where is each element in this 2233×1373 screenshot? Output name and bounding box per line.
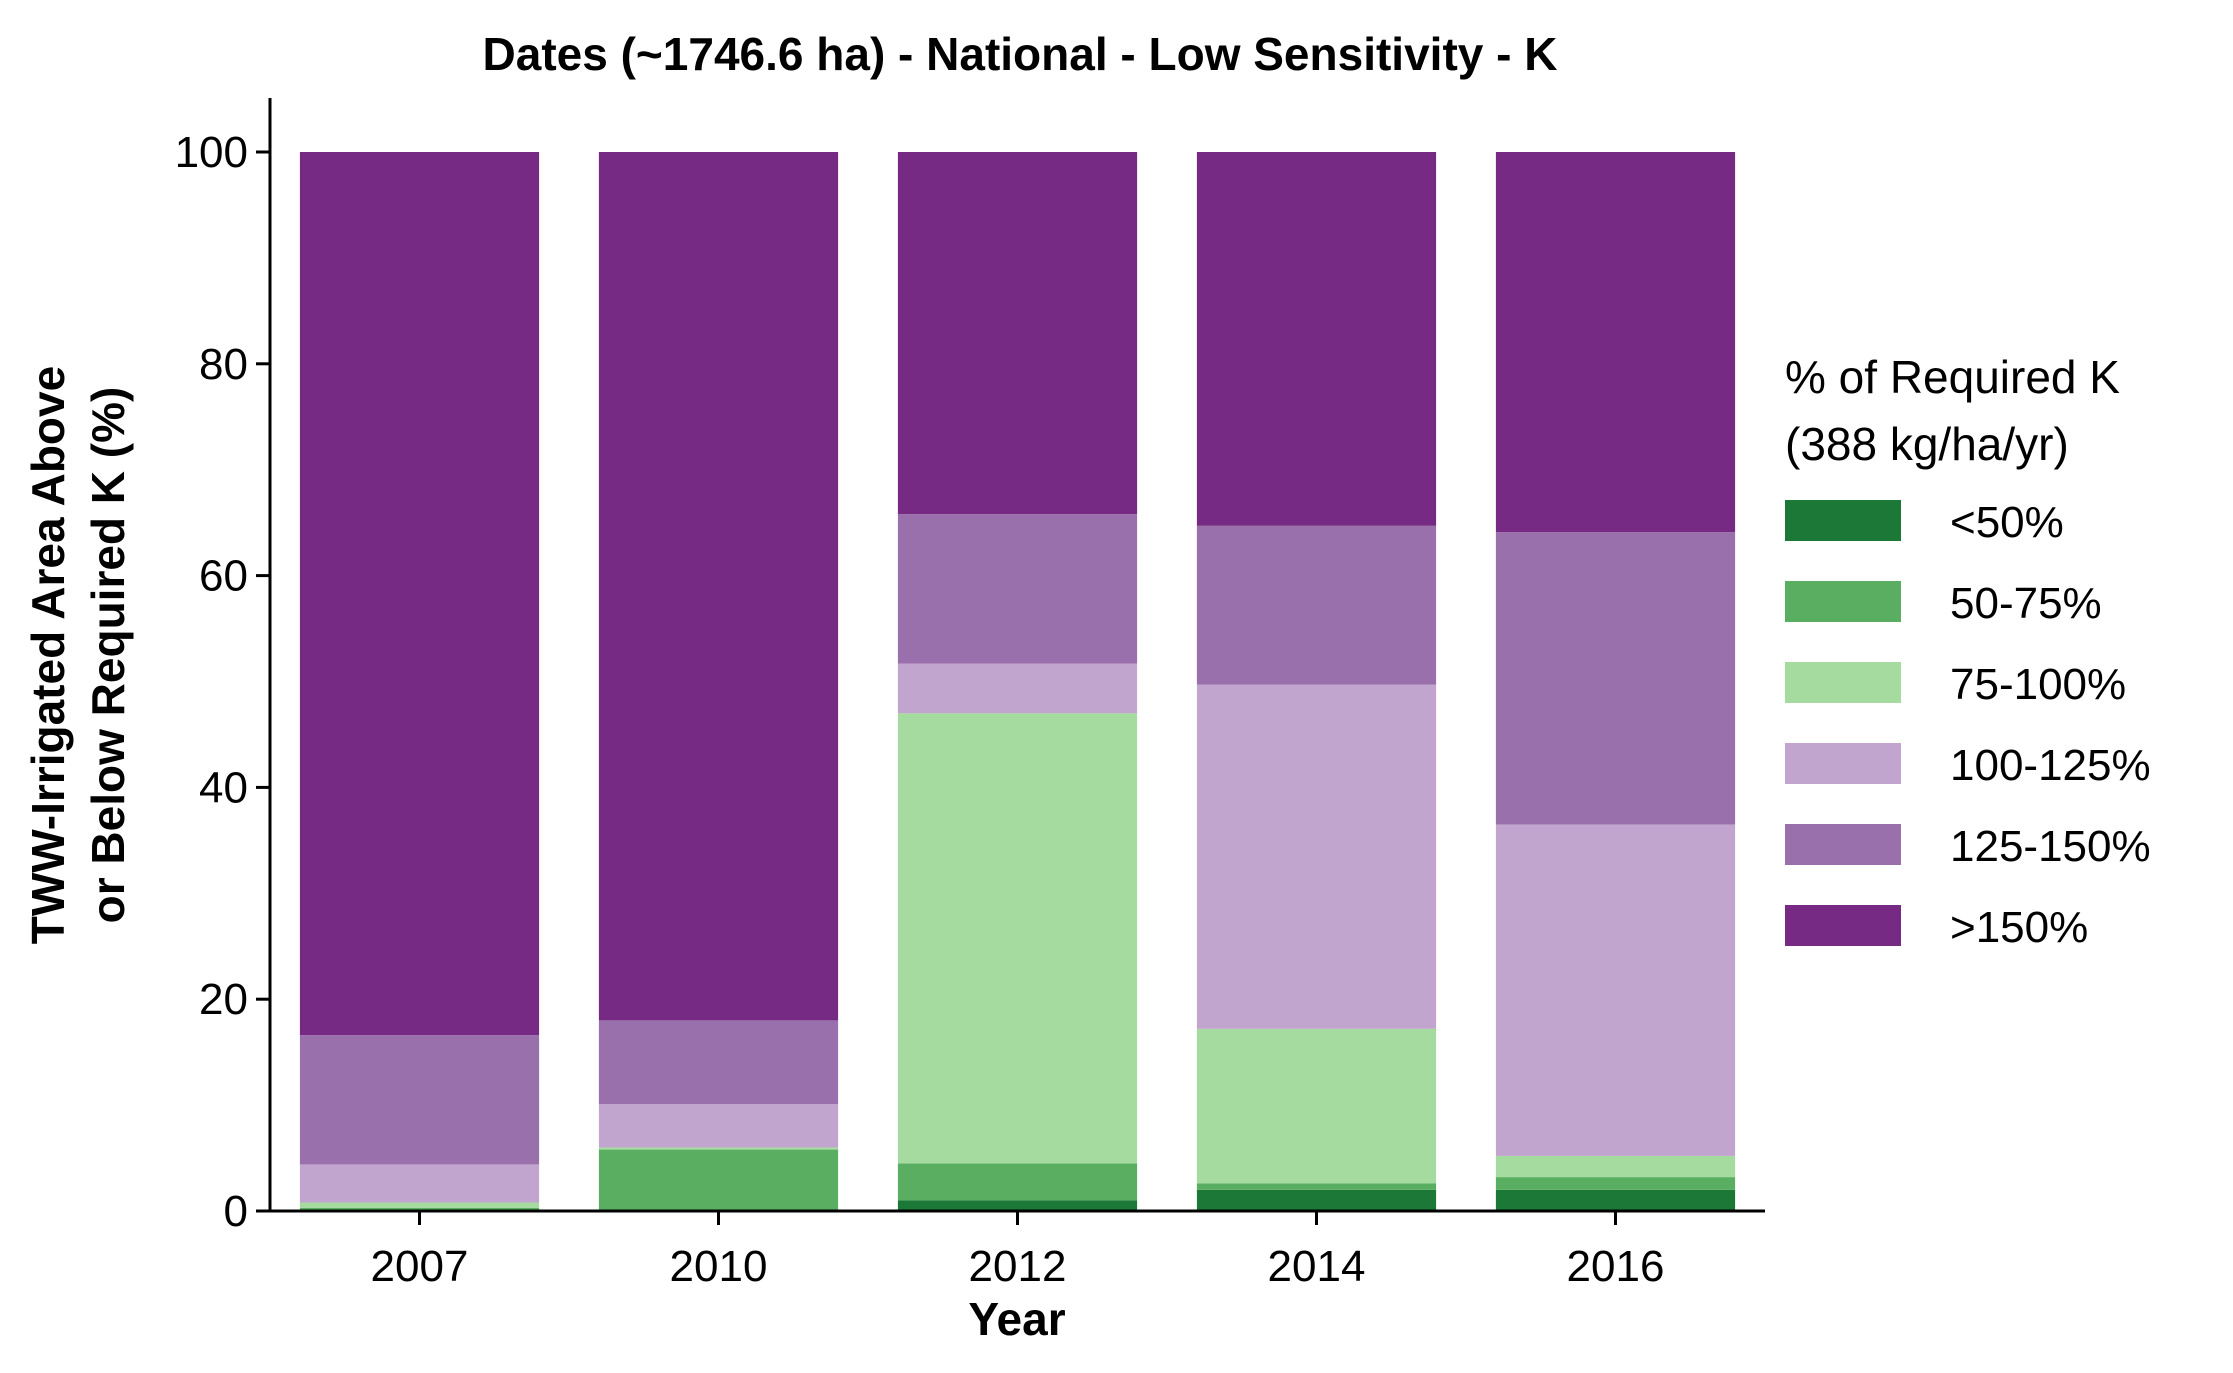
bar-2007-series-2 <box>299 1202 540 1208</box>
legend-items: <50% 50-75% 75-100% 100-125% 125-150% >150% <box>1785 498 2151 952</box>
legend-swatch-1 <box>1785 581 1901 622</box>
bar-2014-series-4 <box>1196 525 1437 685</box>
y-axis-label-line-1: TWW-Irrigated Area Above <box>22 366 74 944</box>
bar-2016-series-0 <box>1495 1189 1736 1211</box>
y-axis-label-line-2: or Below Required K (%) <box>82 387 134 924</box>
y-tick-label-20: 20 <box>199 975 248 1024</box>
y-tick-label-100: 100 <box>175 128 248 177</box>
bar-2016-series-3 <box>1495 824 1736 1156</box>
bar-2007-series-4 <box>299 1035 540 1165</box>
legend-title-line-1: % of Required K <box>1785 351 2120 403</box>
bar-2014-series-3 <box>1196 684 1437 1029</box>
bar-2014-series-2 <box>1196 1028 1437 1184</box>
x-ticks: 2007 2010 2012 2014 2016 <box>371 1211 1665 1291</box>
legend-swatch-4 <box>1785 824 1901 865</box>
y-axis-label: TWW-Irrigated Area Above or Below Requir… <box>22 366 134 944</box>
bar-2016-series-1 <box>1495 1177 1736 1190</box>
x-axis-label: Year <box>968 1293 1065 1345</box>
bar-2012-series-4 <box>897 514 1138 664</box>
legend-swatch-3 <box>1785 743 1901 784</box>
bar-2014-series-1 <box>1196 1183 1437 1190</box>
bar-2007-series-3 <box>299 1164 540 1203</box>
legend-label-4: 125-150% <box>1950 822 2151 871</box>
y-ticks: 0 20 40 60 80 100 <box>175 128 270 1236</box>
legend-swatch-5 <box>1785 905 1901 946</box>
x-tick-label-2007: 2007 <box>371 1242 469 1291</box>
x-tick-label-2012: 2012 <box>969 1242 1067 1291</box>
bar-2012-series-3 <box>897 663 1138 714</box>
bar-2012-series-2 <box>897 713 1138 1164</box>
legend-label-0: <50% <box>1950 498 2064 547</box>
bar-2012-series-5 <box>897 152 1138 515</box>
bar-2010-series-1 <box>598 1149 839 1210</box>
legend: % of Required K (388 kg/ha/yr) <50% 50-75… <box>1785 351 2151 952</box>
legend-title-line-2: (388 kg/ha/yr) <box>1785 418 2069 470</box>
bar-2007-series-1 <box>299 1207 540 1210</box>
bar-2016-series-5 <box>1495 152 1736 533</box>
legend-label-2: 75-100% <box>1950 660 2126 709</box>
y-tick-label-80: 80 <box>199 340 248 389</box>
plot-area: 0 20 40 60 80 100 2007 2010 2012 2014 2016 <box>175 98 1765 1291</box>
bar-2010-series-4 <box>598 1020 839 1105</box>
bar-2012-series-0 <box>897 1200 1138 1211</box>
y-tick-label-60: 60 <box>199 552 248 601</box>
y-tick-label-40: 40 <box>199 763 248 812</box>
legend-label-3: 100-125% <box>1950 741 2151 790</box>
x-tick-label-2014: 2014 <box>1268 1242 1366 1291</box>
legend-swatch-0 <box>1785 500 1901 541</box>
legend-label-1: 50-75% <box>1950 579 2102 628</box>
y-tick-label-0: 0 <box>224 1187 248 1236</box>
bar-2007-series-5 <box>299 152 540 1036</box>
bar-2014-series-5 <box>1196 152 1437 526</box>
bars <box>299 152 1736 1211</box>
x-tick-label-2010: 2010 <box>670 1242 768 1291</box>
legend-swatch-2 <box>1785 662 1901 703</box>
bar-2016-series-2 <box>1495 1155 1736 1178</box>
bar-2014-series-0 <box>1196 1189 1437 1211</box>
chart-title: Dates (~1746.6 ha) - National - Low Sens… <box>483 28 1558 80</box>
bar-2010-series-2 <box>598 1147 839 1150</box>
bar-2012-series-1 <box>897 1163 1138 1201</box>
bar-2010-series-5 <box>598 152 839 1021</box>
bar-2010-series-3 <box>598 1104 839 1148</box>
bar-2016-series-4 <box>1495 532 1736 825</box>
x-tick-label-2016: 2016 <box>1567 1242 1665 1291</box>
legend-label-5: >150% <box>1950 903 2088 952</box>
